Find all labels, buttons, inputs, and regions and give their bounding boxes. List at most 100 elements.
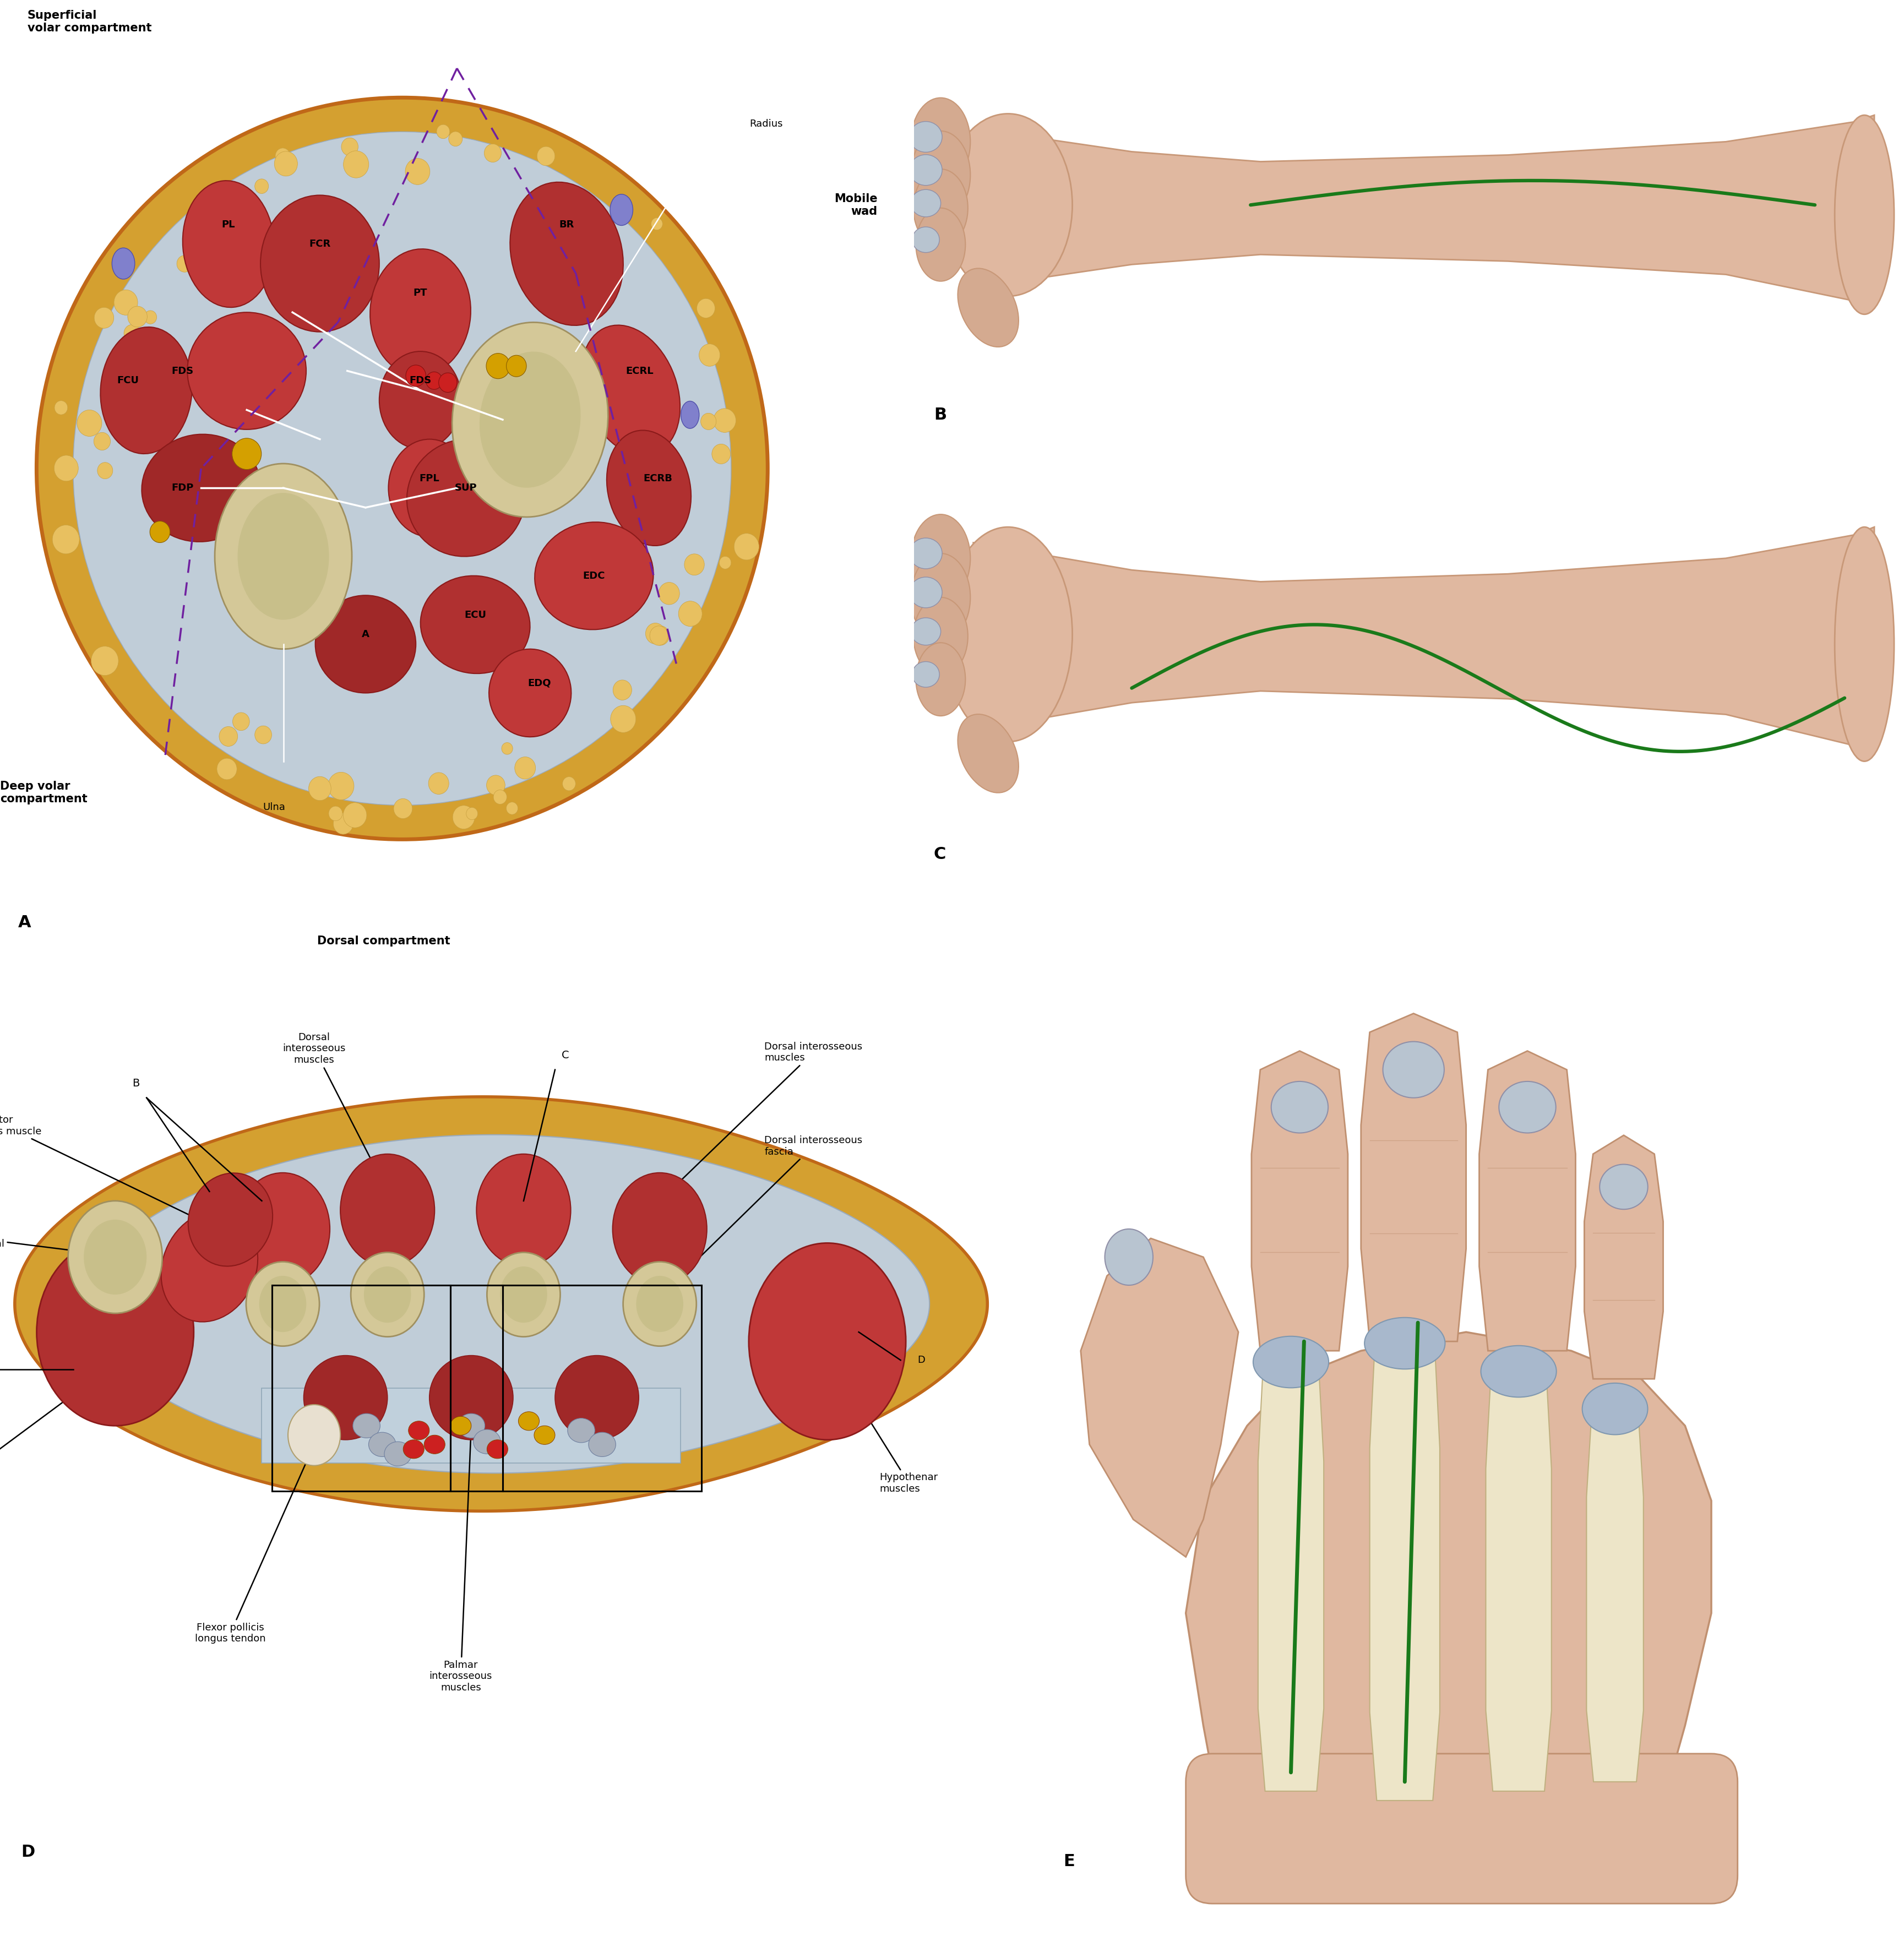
Ellipse shape <box>623 1261 697 1347</box>
Polygon shape <box>15 1097 988 1511</box>
Circle shape <box>150 521 169 543</box>
Text: EDC: EDC <box>583 570 605 582</box>
Ellipse shape <box>421 576 529 673</box>
Text: FDP: FDP <box>171 482 194 494</box>
Ellipse shape <box>69 1200 162 1314</box>
Text: B: B <box>133 1078 139 1089</box>
Ellipse shape <box>480 351 581 488</box>
Ellipse shape <box>910 539 942 568</box>
Polygon shape <box>1251 1050 1348 1351</box>
Polygon shape <box>1361 1013 1466 1341</box>
Text: B: B <box>933 408 946 424</box>
Ellipse shape <box>910 617 941 644</box>
Circle shape <box>219 726 238 746</box>
Text: Thenar
muscles: Thenar muscles <box>0 1380 93 1484</box>
Circle shape <box>438 373 457 392</box>
Ellipse shape <box>451 322 607 517</box>
Circle shape <box>333 814 352 834</box>
Polygon shape <box>973 527 1874 753</box>
Circle shape <box>327 773 354 800</box>
Circle shape <box>232 712 249 730</box>
Text: E: E <box>1062 1854 1074 1870</box>
Circle shape <box>613 679 632 701</box>
Circle shape <box>128 306 147 328</box>
Circle shape <box>404 1441 425 1458</box>
Text: A: A <box>362 629 369 640</box>
Text: Hypothenar
muscles: Hypothenar muscles <box>838 1370 939 1493</box>
Circle shape <box>308 777 331 800</box>
Circle shape <box>255 726 272 744</box>
Ellipse shape <box>101 328 192 453</box>
Circle shape <box>533 1425 556 1444</box>
Circle shape <box>484 144 501 162</box>
Text: First
metacarpal: First metacarpal <box>0 1228 124 1257</box>
Polygon shape <box>1369 1351 1439 1800</box>
Circle shape <box>114 289 137 314</box>
Circle shape <box>93 433 110 451</box>
Text: SUP: SUP <box>455 482 478 494</box>
Ellipse shape <box>1835 527 1894 761</box>
Ellipse shape <box>476 1154 571 1267</box>
Text: PL: PL <box>221 219 236 230</box>
Circle shape <box>425 1435 446 1454</box>
Polygon shape <box>1586 1417 1643 1782</box>
Text: BR: BR <box>560 219 575 230</box>
Ellipse shape <box>183 182 274 306</box>
Ellipse shape <box>1498 1081 1556 1132</box>
Circle shape <box>714 408 737 433</box>
Circle shape <box>678 601 703 627</box>
Circle shape <box>385 1443 411 1466</box>
Circle shape <box>276 148 289 164</box>
Circle shape <box>53 525 80 554</box>
Circle shape <box>426 371 442 388</box>
Circle shape <box>436 125 449 139</box>
Ellipse shape <box>613 1173 706 1284</box>
Circle shape <box>124 324 141 342</box>
Bar <box>449 1284 503 1491</box>
Ellipse shape <box>1382 1042 1443 1097</box>
Text: C: C <box>933 847 946 863</box>
Text: A: A <box>19 915 30 931</box>
Text: Flexor pollicis
longus tendon: Flexor pollicis longus tendon <box>194 1446 314 1644</box>
Circle shape <box>449 131 463 146</box>
Bar <box>272 1284 451 1491</box>
Circle shape <box>55 400 69 414</box>
Text: PT: PT <box>413 287 426 299</box>
Polygon shape <box>86 1134 929 1474</box>
Circle shape <box>697 299 716 318</box>
Circle shape <box>453 806 474 830</box>
Ellipse shape <box>510 182 623 326</box>
Text: FDS: FDS <box>171 365 194 377</box>
Circle shape <box>518 1411 539 1431</box>
Circle shape <box>255 180 268 193</box>
Ellipse shape <box>609 193 632 224</box>
Ellipse shape <box>305 1355 388 1441</box>
Ellipse shape <box>487 1253 560 1337</box>
Circle shape <box>699 344 720 367</box>
Ellipse shape <box>581 326 680 455</box>
Ellipse shape <box>259 1277 307 1331</box>
Circle shape <box>232 437 261 468</box>
Circle shape <box>343 150 369 178</box>
Ellipse shape <box>261 195 379 332</box>
Circle shape <box>567 1419 594 1443</box>
Text: FDS: FDS <box>409 375 432 386</box>
Ellipse shape <box>944 113 1072 297</box>
Text: Palmar
interosseous
muscles: Palmar interosseous muscles <box>428 1427 493 1692</box>
Circle shape <box>659 582 680 605</box>
Text: ECRB: ECRB <box>644 472 672 484</box>
Polygon shape <box>1479 1050 1575 1351</box>
Ellipse shape <box>112 248 135 279</box>
Circle shape <box>649 627 668 646</box>
Circle shape <box>449 1417 472 1435</box>
Circle shape <box>274 152 297 176</box>
Circle shape <box>562 777 575 791</box>
Ellipse shape <box>914 597 967 675</box>
Circle shape <box>406 365 426 386</box>
Text: Dorsal
interosseous
muscles: Dorsal interosseous muscles <box>282 1033 387 1191</box>
Ellipse shape <box>914 170 967 248</box>
Text: ECU: ECU <box>465 609 486 621</box>
Circle shape <box>611 705 636 732</box>
Circle shape <box>712 443 731 465</box>
Circle shape <box>486 353 510 379</box>
